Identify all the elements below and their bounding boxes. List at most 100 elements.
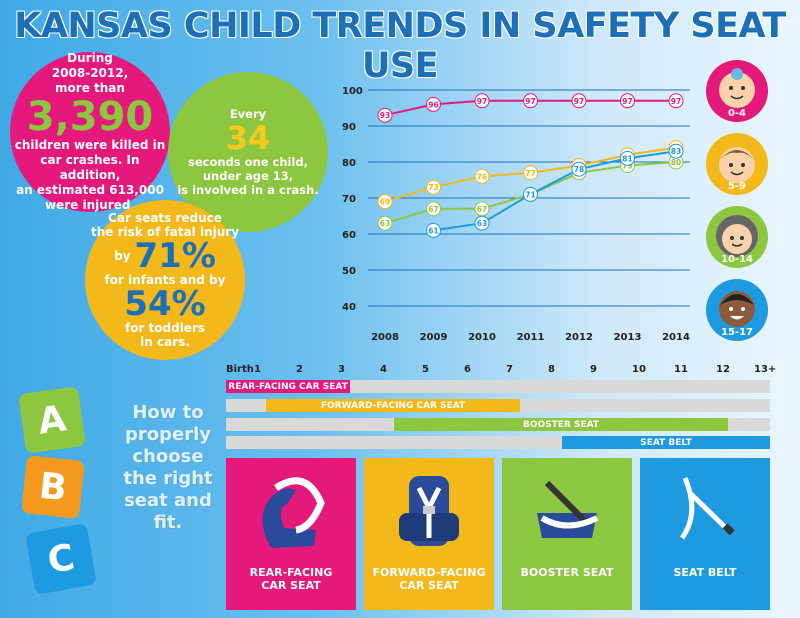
- chart-points: 9396979797979769737677798284636767717779…: [377, 93, 684, 238]
- data-point: [377, 215, 393, 231]
- how-to-line: choose: [132, 446, 204, 467]
- data-point: [377, 107, 393, 123]
- stat1-number: 3,390: [26, 94, 154, 140]
- card-label: CAR SEAT: [261, 579, 321, 592]
- data-point: [426, 222, 441, 238]
- data-label: 97: [525, 97, 535, 106]
- bar-label: BOOSTER SEAT: [522, 419, 600, 430]
- stat3-number: 71%: [134, 236, 216, 276]
- booster-card: BOOSTER SEAT: [502, 458, 632, 610]
- stat2-text: under age 13,: [202, 169, 294, 183]
- y-tick-label: 90: [342, 122, 356, 133]
- stat-killed-circle: During 2008-2012, more than 3,390 childr…: [10, 51, 170, 212]
- stat1-text: During: [67, 51, 113, 65]
- stat1-text: car crashes. In addition,: [40, 153, 140, 182]
- data-point: [620, 93, 635, 109]
- data-point: [571, 161, 587, 177]
- seat-belt-card: SEAT BELT: [640, 458, 770, 610]
- how-to-line: How to: [132, 402, 204, 423]
- age-tick-label: 9: [590, 364, 597, 375]
- card-label: CAR SEAT: [399, 579, 459, 592]
- data-point: [474, 168, 490, 184]
- block-a-icon: A: [18, 386, 86, 454]
- x-tick-label: 2010: [468, 332, 496, 343]
- line-chart: 40 50 60 70 80 90 100 93 96 97 97 97 97 97 69 73 76 77 79…: [342, 86, 690, 343]
- data-point: [474, 93, 490, 109]
- rear-facing-seat-icon: [262, 477, 325, 548]
- y-tick-label: 80: [342, 158, 356, 169]
- timeline-track: SEAT BELT: [226, 436, 770, 449]
- how-to-line: the right: [123, 468, 213, 489]
- data-label: 80: [671, 158, 681, 167]
- block-b-icon: B: [21, 455, 85, 519]
- stat2-text: is involved in a crash.: [177, 183, 319, 197]
- x-tick-label: 2014: [662, 332, 690, 343]
- age-axis: Birth 1 2 3 4 5 6 7 8 9 10 11 12 13+: [226, 364, 782, 376]
- data-point: [474, 215, 490, 231]
- data-label: 97: [477, 97, 487, 106]
- age-tick-label: 8: [548, 364, 555, 375]
- booster-bar: BOOSTER SEAT: [394, 418, 728, 431]
- age-label: 15-17: [721, 327, 753, 338]
- data-label: 83: [671, 147, 681, 156]
- data-label: 63: [477, 219, 487, 228]
- rear-facing-card: REAR-FACING CAR SEAT: [226, 458, 356, 610]
- data-label: 97: [574, 97, 584, 106]
- stat3-text: Car seats reduce: [108, 211, 222, 225]
- how-to-line: seat and: [124, 490, 212, 511]
- data-label: 76: [477, 172, 487, 181]
- data-point: [426, 96, 441, 112]
- stat3-text: by: [114, 249, 131, 263]
- stat3-number: 54%: [124, 284, 206, 324]
- bar-label: FORWARD-FACING CAR SEAT: [320, 400, 466, 411]
- bar-label: REAR-FACING CAR SEAT: [228, 381, 348, 392]
- x-tick-label: 2012: [565, 332, 593, 343]
- timeline-track: BOOSTER SEAT: [226, 418, 770, 431]
- child-curly-icon: [706, 206, 768, 268]
- teen-boy-icon: [706, 279, 768, 341]
- stat1-text: more than: [55, 81, 125, 95]
- age-avatars: 0-4 5-9 10-14 15-17: [706, 60, 768, 341]
- timeline-track: REAR-FACING CAR SEAT: [226, 380, 770, 393]
- data-label: 78: [574, 165, 584, 174]
- data-label: 61: [428, 226, 438, 235]
- y-tick-label: 50: [342, 266, 356, 277]
- age-label: 5-9: [727, 181, 747, 192]
- age-tick-label: 4: [380, 364, 387, 375]
- data-point: [426, 179, 441, 195]
- data-label: 63: [380, 219, 390, 228]
- card-label: SEAT BELT: [673, 566, 737, 579]
- age-tick-label: Birth: [226, 364, 254, 375]
- age-tick-label: 3: [338, 364, 345, 375]
- age-tick-label: 13+: [754, 364, 777, 375]
- card-label: FORWARD-FACING: [372, 566, 486, 579]
- data-point: [523, 186, 538, 202]
- stat2-number: 34: [225, 119, 271, 157]
- age-tick-label: 2: [296, 364, 303, 375]
- forward-facing-seat-icon: [399, 476, 459, 546]
- how-to-line: properly: [124, 424, 211, 445]
- stat3-text: in cars.: [140, 335, 190, 349]
- chart-x-labels: 2008 2009 2010 2011 2012 2013 2014: [371, 332, 690, 343]
- data-label: 71: [525, 190, 535, 199]
- stat-risk-circle: Car seats reduce the risk of fatal injur…: [85, 200, 245, 360]
- age-label: 0-4: [727, 108, 747, 119]
- stat2-text: Every: [229, 107, 267, 121]
- data-label: 67: [428, 205, 438, 214]
- block-letter: B: [37, 465, 69, 509]
- seat-belt-bar: SEAT BELT: [562, 436, 770, 449]
- data-label: 69: [380, 198, 390, 207]
- age-label: 10-14: [721, 254, 753, 265]
- card-label: BOOSTER SEAT: [520, 566, 614, 579]
- stat3-row: by 71%: [114, 239, 216, 273]
- series-line: [433, 150, 677, 232]
- block-letter: C: [44, 536, 78, 582]
- forward-facing-card: FORWARD-FACING CAR SEAT: [364, 458, 494, 610]
- age-tick-label: 1: [254, 364, 261, 375]
- data-point: [523, 165, 538, 181]
- data-label: 77: [525, 169, 535, 178]
- block-letter: A: [35, 397, 69, 443]
- data-label: 81: [622, 154, 632, 163]
- age-tick-label: 10: [632, 364, 646, 375]
- x-tick-label: 2008: [371, 332, 399, 343]
